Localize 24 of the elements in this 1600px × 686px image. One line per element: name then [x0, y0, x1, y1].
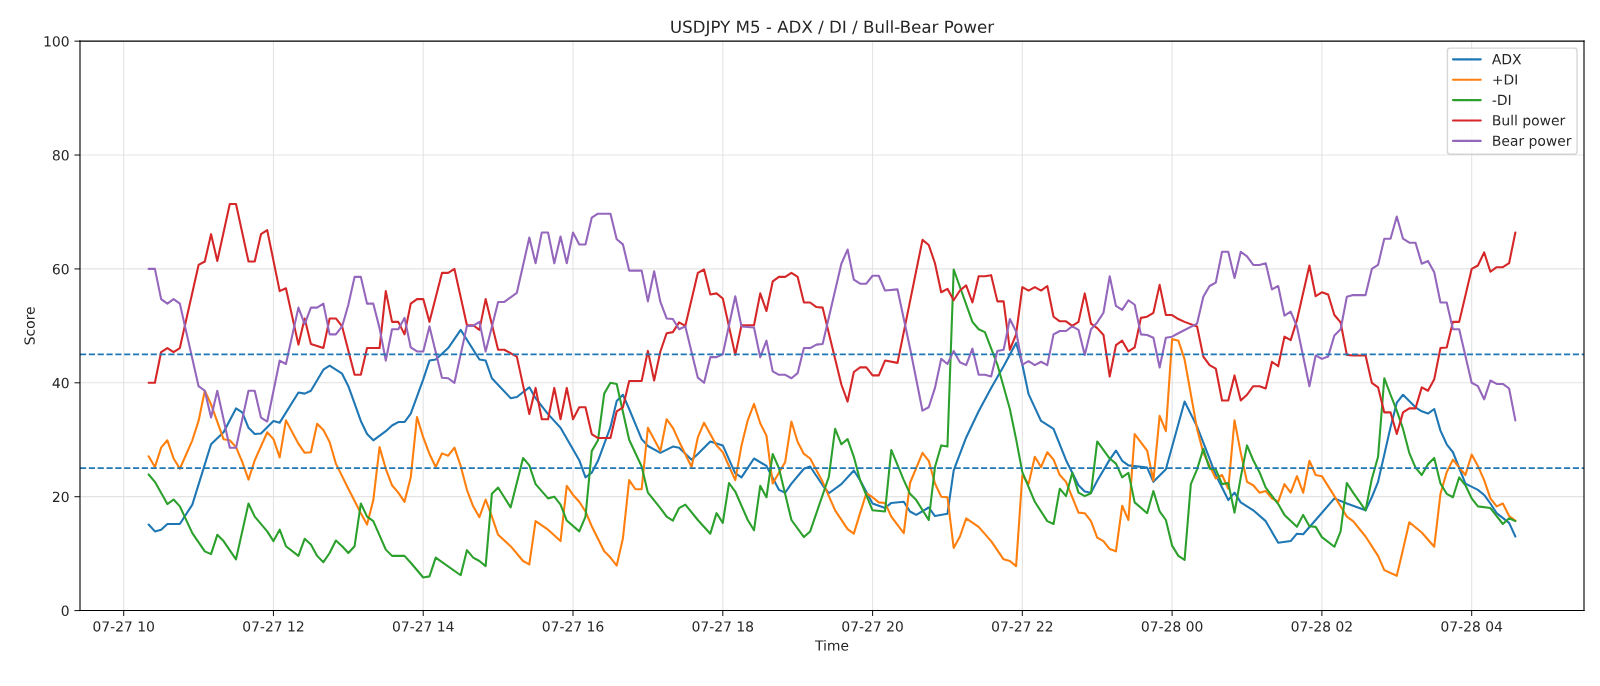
x-tick-label: 07-28 04	[1441, 621, 1503, 632]
x-tick-label: 07-27 16	[542, 621, 604, 632]
y-tick-label: 60	[52, 263, 69, 275]
y-tick-label: 20	[52, 491, 69, 503]
y-tick-label: 80	[52, 150, 69, 161]
x-tick-label: 07-27 18	[692, 621, 754, 632]
legend-label: ADX	[1491, 54, 1522, 65]
y-axis-title: Score	[24, 307, 35, 345]
y-tick-label: 40	[52, 377, 69, 389]
x-tick-label: 07-27 12	[243, 621, 304, 632]
x-tick-label: 07-28 02	[1291, 621, 1352, 632]
y-tick-label: 0	[61, 605, 69, 617]
x-axis-title: Time	[814, 639, 849, 651]
legend-label: Bull power	[1493, 114, 1566, 129]
y-tick-label: 100	[44, 36, 69, 47]
x-tick-label: 07-28 00	[1141, 621, 1203, 632]
legend-label: Bear power	[1493, 135, 1572, 149]
x-tick-label: 07-27 10	[93, 621, 154, 632]
x-tick-label: 07-27 20	[842, 621, 903, 632]
legend-label: -DI	[1492, 94, 1511, 105]
x-tick-label: 07-27 22	[992, 621, 1053, 632]
chart-title: USDJPY M5 - ADX / DI / Bull-Bear Power	[671, 20, 995, 37]
legend-label: +DI	[1493, 74, 1517, 85]
x-tick-label: 07-27 14	[392, 621, 454, 632]
